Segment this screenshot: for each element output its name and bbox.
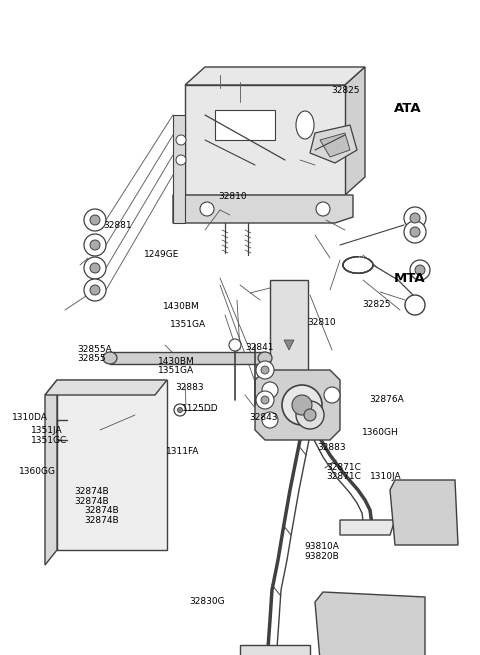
Text: 1311FA: 1311FA <box>166 447 199 457</box>
Circle shape <box>404 221 426 243</box>
Text: 1430BM: 1430BM <box>158 357 195 366</box>
Text: 32810: 32810 <box>307 318 336 328</box>
Circle shape <box>90 215 100 225</box>
Circle shape <box>84 279 106 301</box>
Text: 1351GA: 1351GA <box>158 366 194 375</box>
Text: 32825: 32825 <box>331 86 360 95</box>
Circle shape <box>84 257 106 279</box>
Circle shape <box>256 361 274 379</box>
Ellipse shape <box>258 352 272 364</box>
Circle shape <box>405 295 425 315</box>
Circle shape <box>262 382 278 398</box>
Text: 32871C: 32871C <box>326 463 361 472</box>
Polygon shape <box>185 67 365 85</box>
Circle shape <box>90 240 100 250</box>
Text: 1310JA: 1310JA <box>370 472 401 481</box>
Polygon shape <box>284 340 294 350</box>
Text: 1249GE: 1249GE <box>144 250 180 259</box>
Polygon shape <box>57 380 167 550</box>
Text: 1351JA: 1351JA <box>31 426 63 436</box>
Circle shape <box>415 265 425 275</box>
Text: 1430BM: 1430BM <box>163 302 200 311</box>
Circle shape <box>304 409 316 421</box>
Circle shape <box>316 202 330 216</box>
Circle shape <box>261 366 269 374</box>
Circle shape <box>256 391 274 409</box>
Circle shape <box>90 263 100 273</box>
Text: 32881: 32881 <box>103 221 132 231</box>
Circle shape <box>410 213 420 223</box>
Circle shape <box>174 404 186 416</box>
Polygon shape <box>340 520 395 535</box>
Text: 32843: 32843 <box>250 413 278 422</box>
Text: 1310DA: 1310DA <box>12 413 48 422</box>
Polygon shape <box>45 380 167 395</box>
Text: 32855: 32855 <box>77 354 106 364</box>
Circle shape <box>410 227 420 237</box>
Text: 32876A: 32876A <box>370 395 404 404</box>
Circle shape <box>410 260 430 280</box>
Polygon shape <box>215 110 275 140</box>
Text: 32874B: 32874B <box>84 516 119 525</box>
Circle shape <box>229 339 241 351</box>
Text: ATA: ATA <box>394 102 421 115</box>
Text: 32874B: 32874B <box>84 506 119 515</box>
Circle shape <box>90 285 100 295</box>
Text: 32874B: 32874B <box>74 496 109 506</box>
Text: 32825: 32825 <box>362 300 391 309</box>
Polygon shape <box>390 480 458 545</box>
Text: 32883: 32883 <box>175 383 204 392</box>
Text: 1125DD: 1125DD <box>182 404 219 413</box>
Circle shape <box>200 202 214 216</box>
Text: 32871C: 32871C <box>326 472 361 481</box>
Text: MTA: MTA <box>394 272 425 285</box>
Circle shape <box>282 385 322 425</box>
Polygon shape <box>173 195 353 223</box>
Text: 32841: 32841 <box>245 343 273 352</box>
Text: 1360GG: 1360GG <box>19 467 56 476</box>
Circle shape <box>176 155 186 165</box>
Text: 93820B: 93820B <box>305 552 339 561</box>
Text: 93810A: 93810A <box>305 542 340 552</box>
Circle shape <box>84 234 106 256</box>
Circle shape <box>296 401 324 429</box>
Polygon shape <box>320 133 350 157</box>
Circle shape <box>324 387 340 403</box>
Text: 32810: 32810 <box>218 192 247 201</box>
Polygon shape <box>240 645 310 655</box>
Polygon shape <box>173 115 185 223</box>
Circle shape <box>261 396 269 404</box>
Text: 1351GA: 1351GA <box>170 320 206 329</box>
Text: 32830G: 32830G <box>190 597 225 606</box>
Polygon shape <box>45 380 57 565</box>
Polygon shape <box>255 370 340 440</box>
Text: 1360GH: 1360GH <box>362 428 399 437</box>
Polygon shape <box>315 592 425 655</box>
Circle shape <box>178 407 182 413</box>
Circle shape <box>292 395 312 415</box>
Polygon shape <box>110 352 265 364</box>
Ellipse shape <box>296 111 314 139</box>
Text: 32883: 32883 <box>317 443 346 452</box>
Text: 32855A: 32855A <box>77 345 111 354</box>
Polygon shape <box>185 85 345 195</box>
Polygon shape <box>270 280 308 375</box>
Polygon shape <box>345 67 365 195</box>
Circle shape <box>176 135 186 145</box>
Circle shape <box>404 207 426 229</box>
Text: 32874B: 32874B <box>74 487 109 496</box>
Ellipse shape <box>103 352 117 364</box>
Circle shape <box>262 412 278 428</box>
Polygon shape <box>310 125 357 163</box>
Text: 1351GC: 1351GC <box>31 436 68 445</box>
Circle shape <box>84 209 106 231</box>
